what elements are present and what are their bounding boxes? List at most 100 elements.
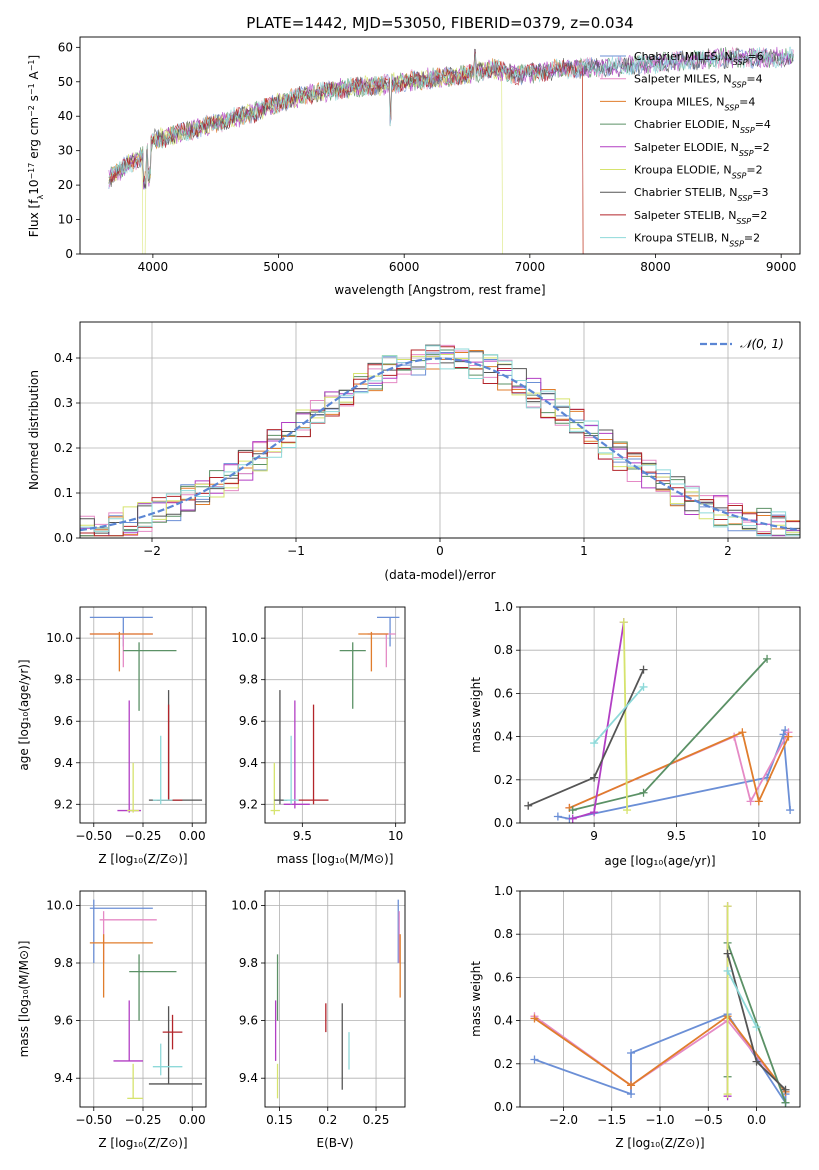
x-tick-label: 9 (590, 829, 598, 843)
y-tick-label: 0.4 (54, 351, 73, 365)
weight-marker-chabrier-miles (786, 806, 795, 815)
weight-marker-kroupa-stelib (590, 739, 599, 748)
weight-marker-salpeter-elodie (590, 808, 599, 817)
x-tick-label: 4000 (138, 260, 169, 274)
plot-area (89, 616, 203, 813)
text-part: E(B-V) (316, 1136, 353, 1150)
weight-marker-kroupa-stelib (723, 966, 732, 975)
weight-line-kroupa-stelib (726, 970, 758, 1028)
text-part: =2 (754, 141, 770, 154)
y-axis-label: Normed distribution (27, 370, 41, 490)
x-tick-label: 9.5 (293, 829, 312, 843)
y-tick-label: 9.8 (54, 673, 73, 687)
weight-marker-kroupa-elodie (623, 806, 632, 815)
weight-marker-salpeter-elodie (568, 814, 577, 823)
text-part: mass [log₁₀(M/M⊙)] (17, 941, 31, 1058)
y-axis-label: age [log₁₀(age/yr)] (17, 659, 31, 770)
text-part: s (27, 95, 41, 105)
x-tick-label: −2 (143, 544, 161, 558)
y-tick-label: 50 (58, 75, 73, 89)
y-tick-label: 9.4 (239, 756, 258, 770)
chart-residuals: −2 −1 0 1 2 0.0 0.1 0.2 0.3 0.4 (data-model)/error… (27, 321, 801, 582)
x-tick-label: 1 (580, 544, 588, 558)
y-axis-label: mass [log₁₀(M/M⊙)] (17, 941, 31, 1058)
chart-spectrum: 4000 5000 6000 7000 8000 9000 0 10 20 30 40 50 60 wav… (27, 36, 801, 297)
text-part: Kroupa STELIB, N (634, 232, 729, 245)
y-tick-label: 0.1 (54, 486, 73, 500)
text-part: SSP (732, 80, 747, 89)
y-tick-label: 0.8 (494, 643, 513, 657)
gaussian-curve (80, 357, 800, 532)
text-part: =4 (755, 118, 771, 131)
y-tick-label: 20 (58, 178, 73, 192)
spectrum-line-kroupa-miles (108, 58, 794, 254)
weight-marker-chabrier-elodie (763, 654, 772, 663)
x-tick-label: 0 (436, 544, 444, 558)
weight-marker-chabrier-stelib (723, 949, 732, 958)
chart-age-vs-Z: −0.50 −0.25 0.00 9.2 9.4 9.6 9.8 10.0 Z [log₁₀(Z… (17, 606, 207, 866)
y-tick-label: 9.6 (239, 714, 258, 728)
chart-mass-vs-ebv: 0.15 0.2 0.25 9.4 9.6 9.8 10.0 E(B-V) (231, 890, 406, 1150)
legend-entry: Salpeter ELODIE, NSSP=2 (634, 141, 770, 158)
y-tick-label: 1.0 (494, 884, 513, 898)
weight-marker-kroupa-miles (738, 728, 747, 737)
y-tick-label: 9.4 (54, 1071, 73, 1085)
x-tick-label: −2.0 (549, 1113, 578, 1127)
y-tick-label: 0.6 (494, 686, 513, 700)
weight-line-salpeter-elodie (572, 621, 625, 820)
plot-area (274, 899, 401, 1099)
text-part: Z [log₁₀(Z/Z⊙)] (98, 852, 187, 866)
text-part: −1 (27, 59, 36, 71)
text-part: SSP (740, 126, 755, 135)
text-part: erg cm (27, 117, 41, 163)
y-tick-label: 0.3 (54, 396, 73, 410)
weight-marker-kroupa-stelib (639, 682, 648, 691)
weight-marker-kroupa-miles (784, 732, 793, 741)
x-tick-label: 0.15 (266, 1113, 293, 1127)
plot-area (89, 899, 203, 1100)
y-tick-label: 0.0 (54, 531, 73, 545)
x-axis-label: age [log₁₀(age/yr)] (604, 854, 715, 868)
figure-title: PLATE=1442, MJD=53050, FIBERID=0379, z=0… (246, 14, 633, 32)
text-part: Kroupa MILES, N (634, 95, 724, 108)
text-part: Kroupa ELODIE, N (634, 164, 732, 177)
weight-marker-kroupa-stelib (752, 1023, 761, 1032)
x-axis-label: Z [log₁₀(Z/Z⊙)] (615, 1136, 704, 1150)
axes-frame (79, 890, 207, 1108)
y-tick-label: 0.8 (494, 927, 513, 941)
text-part: Chabrier ELODIE, N (634, 118, 740, 131)
text-part: SSP (724, 103, 739, 112)
x-tick-label: 2 (724, 544, 732, 558)
weight-marker-kroupa-miles (530, 1014, 539, 1023)
text-part: Salpeter ELODIE, N (634, 141, 739, 154)
axes-frame (79, 321, 801, 539)
legend-entry: Chabrier STELIB, NSSP=3 (634, 186, 768, 203)
x-tick-label: 0.25 (363, 1113, 390, 1127)
x-tick-label: 7000 (515, 260, 546, 274)
x-tick-label: −1.5 (597, 1113, 626, 1127)
text-part: ] (27, 55, 41, 60)
plot-area (270, 616, 400, 815)
weight-marker-chabrier-elodie (781, 1098, 790, 1107)
spectrum-line-kroupa-elodie (108, 60, 794, 254)
weight-line-kroupa-miles (533, 1015, 787, 1093)
x-tick-label: −0.50 (75, 1113, 112, 1127)
weight-marker-kroupa-miles (627, 1081, 636, 1090)
x-tick-label: 8000 (640, 260, 671, 274)
text-part: SSP (729, 239, 744, 248)
legend-entry: 𝒩(0, 1) (740, 337, 784, 351)
y-tick-label: 10.0 (231, 898, 258, 912)
y-axis-label: mass weight (469, 677, 483, 753)
x-tick-label: 9.5 (667, 829, 686, 843)
weight-marker-chabrier-miles (627, 1090, 636, 1099)
weight-marker-chabrier-stelib (752, 1057, 761, 1066)
text-part: =2 (744, 232, 760, 245)
weight-marker-kroupa-miles (754, 797, 763, 806)
spectrum-line-kroupa-stelib (108, 46, 794, 185)
x-tick-label: 0.0 (747, 1113, 766, 1127)
y-tick-label: 9.4 (239, 1071, 258, 1085)
text-part: SSP (738, 194, 753, 203)
weight-marker-chabrier-miles (553, 812, 562, 821)
legend-entry: Kroupa ELODIE, NSSP=2 (634, 164, 763, 181)
